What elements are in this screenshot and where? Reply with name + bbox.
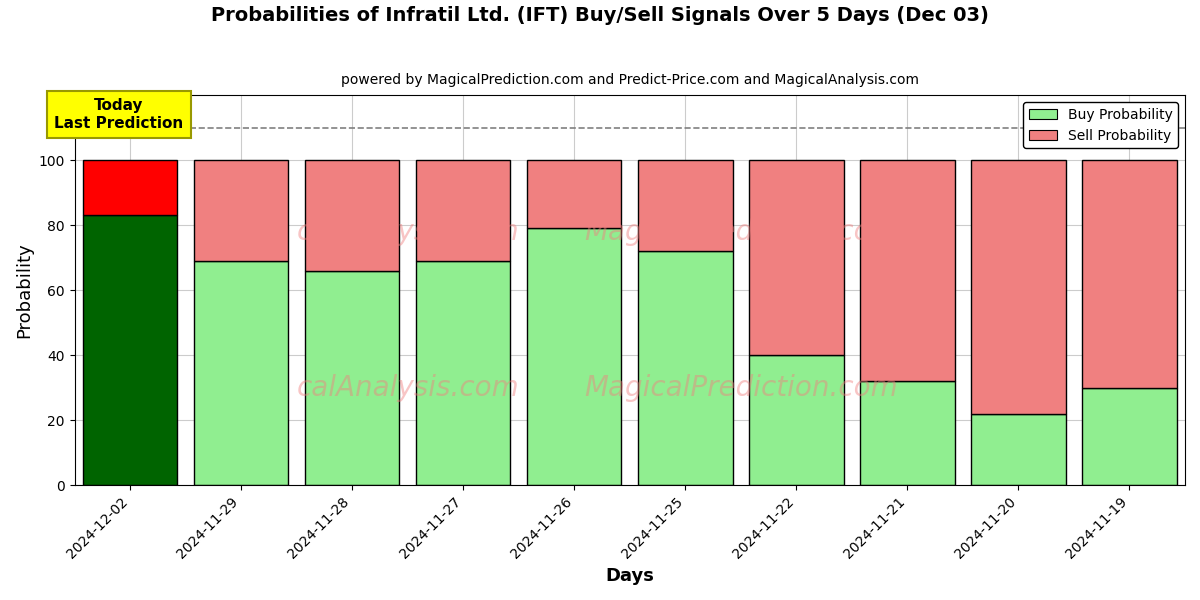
Bar <box>749 355 844 485</box>
Text: calAnalysis.com: calAnalysis.com <box>296 218 520 245</box>
Bar <box>305 271 400 485</box>
Bar <box>194 261 288 485</box>
Text: MagicalPrediction.com: MagicalPrediction.com <box>584 374 898 401</box>
Bar <box>527 229 622 485</box>
Bar <box>860 160 955 381</box>
Text: calAnalysis.com: calAnalysis.com <box>296 374 520 401</box>
Bar <box>1082 160 1177 388</box>
Title: powered by MagicalPrediction.com and Predict-Price.com and MagicalAnalysis.com: powered by MagicalPrediction.com and Pre… <box>341 73 919 87</box>
Y-axis label: Probability: Probability <box>16 242 34 338</box>
Bar <box>416 261 510 485</box>
Bar <box>527 160 622 229</box>
Legend: Buy Probability, Sell Probability: Buy Probability, Sell Probability <box>1024 102 1178 148</box>
Bar <box>971 160 1066 413</box>
Bar <box>749 160 844 355</box>
Bar <box>971 413 1066 485</box>
Bar <box>860 381 955 485</box>
Bar <box>83 215 178 485</box>
Bar <box>638 251 732 485</box>
Bar <box>416 160 510 261</box>
Bar <box>83 160 178 215</box>
Text: MagicalPrediction.com: MagicalPrediction.com <box>584 218 898 245</box>
Bar <box>305 160 400 271</box>
Bar <box>1082 388 1177 485</box>
Bar <box>194 160 288 261</box>
X-axis label: Days: Days <box>605 567 654 585</box>
Text: Probabilities of Infratil Ltd. (IFT) Buy/Sell Signals Over 5 Days (Dec 03): Probabilities of Infratil Ltd. (IFT) Buy… <box>211 6 989 25</box>
Text: Today
Last Prediction: Today Last Prediction <box>54 98 184 131</box>
Bar <box>638 160 732 251</box>
